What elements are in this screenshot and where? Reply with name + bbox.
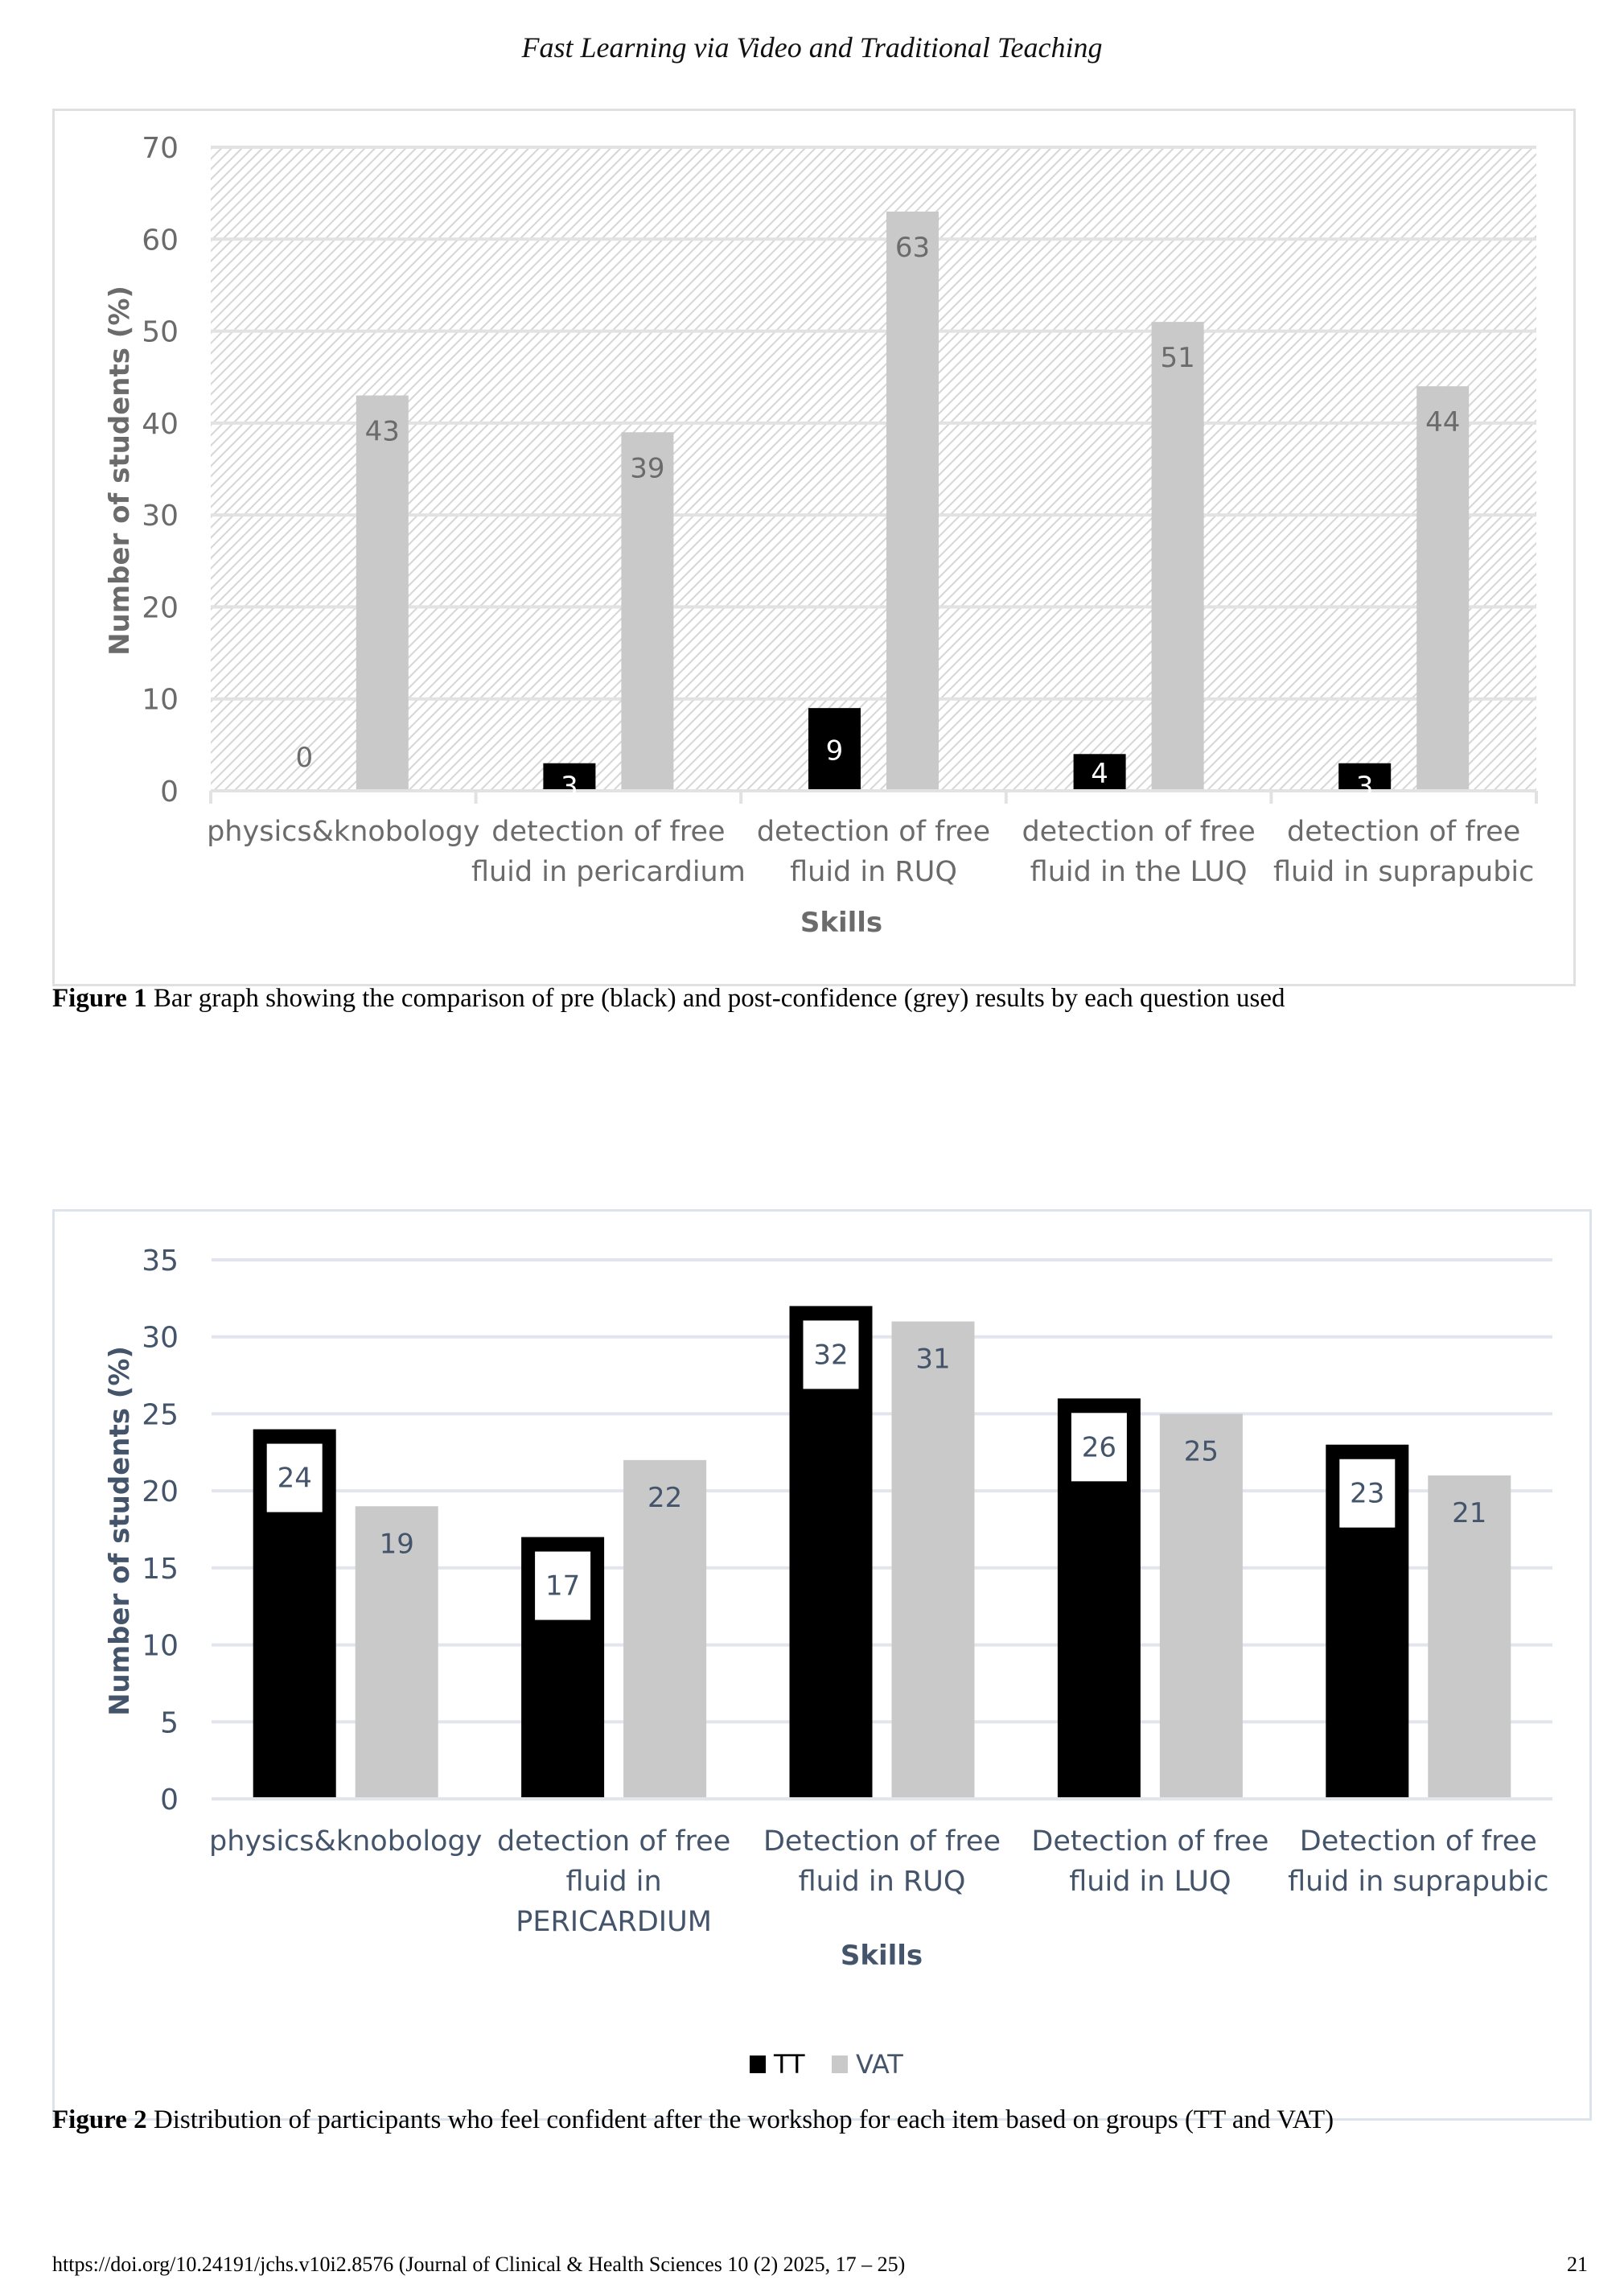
legend-swatch-tt	[750, 2055, 766, 2073]
figure1-x-tick-label: detection of free	[491, 816, 725, 848]
figure2-bar-vat	[1159, 1414, 1243, 1797]
figure2-x-tick-label: Detection of free	[1031, 1825, 1268, 1858]
figure1-data-label: 39	[630, 452, 664, 484]
figure1-caption-label: Figure 1	[52, 984, 147, 1013]
figure2-y-tick-label: 35	[142, 1245, 179, 1278]
figure1-x-tick-label: fluid in the LUQ	[1030, 856, 1248, 888]
figure1-caption-text: Bar graph showing the comparison of pre …	[146, 984, 1285, 1013]
figure2-y-tick-label: 0	[160, 1784, 179, 1817]
figure2-x-tick-label: fluid in suprapubic	[1288, 1866, 1548, 1898]
figure2-data-label: 23	[1350, 1478, 1384, 1510]
figure1-data-label: 63	[895, 232, 930, 264]
figure2-y-tick-label: 25	[142, 1398, 179, 1431]
figure1-data-label: 51	[1160, 342, 1194, 374]
figure1-y-tick-label: 0	[160, 776, 179, 809]
figure2-y-axis-title: Number of students (%)	[104, 1346, 136, 1716]
figure1-frame	[52, 109, 1576, 986]
figure2-data-label: 31	[915, 1344, 950, 1376]
figure1-plot-area	[211, 147, 1536, 791]
figure1-bar-pre	[808, 708, 861, 789]
figure2-data-label: 21	[1452, 1497, 1486, 1529]
figure1-data-label: 3	[561, 771, 578, 803]
figure2-data-label: 24	[278, 1463, 312, 1495]
figure2-data-label-box	[266, 1443, 323, 1512]
figure2-data-label-box	[1339, 1459, 1396, 1528]
figure2-caption-label: Figure 2	[52, 2105, 147, 2134]
figure2-x-axis-title: Skills	[841, 1940, 923, 1972]
figure1-bar-post	[356, 395, 409, 789]
running-head: Fast Learning via Video and Traditional …	[521, 31, 1103, 64]
figure1-data-label: 44	[1425, 406, 1460, 438]
figure2-data-label: 22	[648, 1482, 682, 1514]
figure2-x-tick-label: fluid in	[565, 1866, 661, 1898]
legend-label-vat: VAT	[856, 2049, 903, 2080]
figure1-x-tick-label: detection of free	[1022, 816, 1255, 848]
figure1-bar-post	[1416, 386, 1470, 789]
figure2-frame	[52, 1209, 1592, 2121]
figure1-x-tick-label: detection of free	[757, 816, 990, 848]
figure1-bar-post	[886, 212, 939, 789]
legend-label-tt: TT	[773, 2049, 805, 2080]
figure1-bar-post	[621, 432, 674, 789]
figure1-bar-post	[1151, 322, 1204, 790]
figure2-data-label-box	[803, 1320, 859, 1389]
figure2-bar-vat	[1428, 1475, 1511, 1797]
figure2-x-tick-label: Detection of free	[1300, 1825, 1537, 1858]
figure1-x-tick-label: detection of free	[1287, 816, 1520, 848]
figure1-x-axis-title: Skills	[800, 907, 882, 939]
figure1-x-tick-label: fluid in suprapubic	[1273, 856, 1534, 888]
figure2-y-tick-label: 15	[142, 1553, 179, 1586]
figure1-data-label: 4	[1091, 758, 1108, 790]
figure2-data-label-box	[535, 1551, 591, 1620]
figure2-y-tick-label: 30	[142, 1322, 179, 1355]
figure1-data-label: 3	[1356, 771, 1374, 803]
figure2-legend: TT VAT	[750, 2049, 903, 2080]
page-number: 21	[1567, 2253, 1588, 2276]
figure2-x-tick-label: PERICARDIUM	[516, 1906, 712, 1938]
figure2-data-label: 32	[813, 1339, 848, 1371]
figure1-chart: 0 43 3 39 9 63 4 51 3 44 0 10 20 30 40 50 60 70 physics&…	[104, 132, 1538, 939]
figure2-data-label-box	[1071, 1413, 1127, 1482]
figure2-data-label: 17	[545, 1570, 580, 1603]
figure2-y-tick-label: 5	[160, 1706, 179, 1739]
figure1-bar-pre	[543, 763, 596, 789]
figure1-y-axis-title: Number of students (%)	[104, 286, 136, 656]
figure1-y-tick-label: 70	[142, 132, 179, 165]
figure2-caption: Figure 2 Distribution of participants wh…	[52, 2105, 1334, 2135]
figure1-y-tick-label: 30	[142, 500, 179, 533]
figure2-y-tick-label: 10	[142, 1630, 179, 1663]
legend-swatch-vat	[832, 2055, 848, 2073]
figure2-bar-vat	[891, 1321, 975, 1797]
figure2-x-tick-label: detection of free	[497, 1825, 730, 1858]
figure1-y-tick-label: 20	[142, 591, 179, 624]
figure1-caption: Figure 1 Bar graph showing the compariso…	[52, 984, 1285, 1014]
figure2-data-label: 25	[1184, 1435, 1219, 1467]
footer-doi: https://doi.org/10.24191/jchs.v10i2.8576…	[52, 2253, 906, 2276]
figure2-x-tick-label: fluid in LUQ	[1069, 1866, 1231, 1898]
figure1-bar-pre	[1338, 763, 1392, 789]
figure1-x-tick-label: fluid in pericardium	[471, 856, 746, 888]
figure2-caption-text: Distribution of participants who feel co…	[146, 2105, 1334, 2134]
figure2-bar-vat	[623, 1459, 707, 1797]
figure1-x-tick-label: physics&knobology	[207, 816, 479, 848]
figure1-x-tick-label: fluid in RUQ	[790, 856, 957, 888]
figure1-y-tick-label: 40	[142, 408, 179, 441]
figure1-bar-pre	[1073, 754, 1126, 789]
figure1-y-tick-label: 60	[142, 224, 179, 257]
figure1-y-tick-label: 10	[142, 684, 179, 717]
figure1-data-label: 9	[826, 735, 844, 767]
figure1-y-tick-label: 50	[142, 316, 179, 349]
figure2-data-label: 19	[380, 1528, 414, 1560]
figure2-chart: 24 19 17 22 32 31 26 25 23 21 0 5 10 15 20 25 30 35 phys…	[104, 1245, 1552, 2080]
figure1-data-label: 0	[295, 742, 313, 774]
figure2-x-tick-label: fluid in RUQ	[799, 1866, 966, 1898]
figure2-x-tick-label: Detection of free	[763, 1825, 1001, 1858]
figure2-data-label: 26	[1082, 1431, 1116, 1463]
figure2-bar-vat	[355, 1506, 438, 1797]
figure2-x-tick-label: physics&knobology	[209, 1825, 482, 1858]
figure1-data-label: 43	[365, 416, 400, 448]
figure2-y-tick-label: 20	[142, 1475, 179, 1508]
